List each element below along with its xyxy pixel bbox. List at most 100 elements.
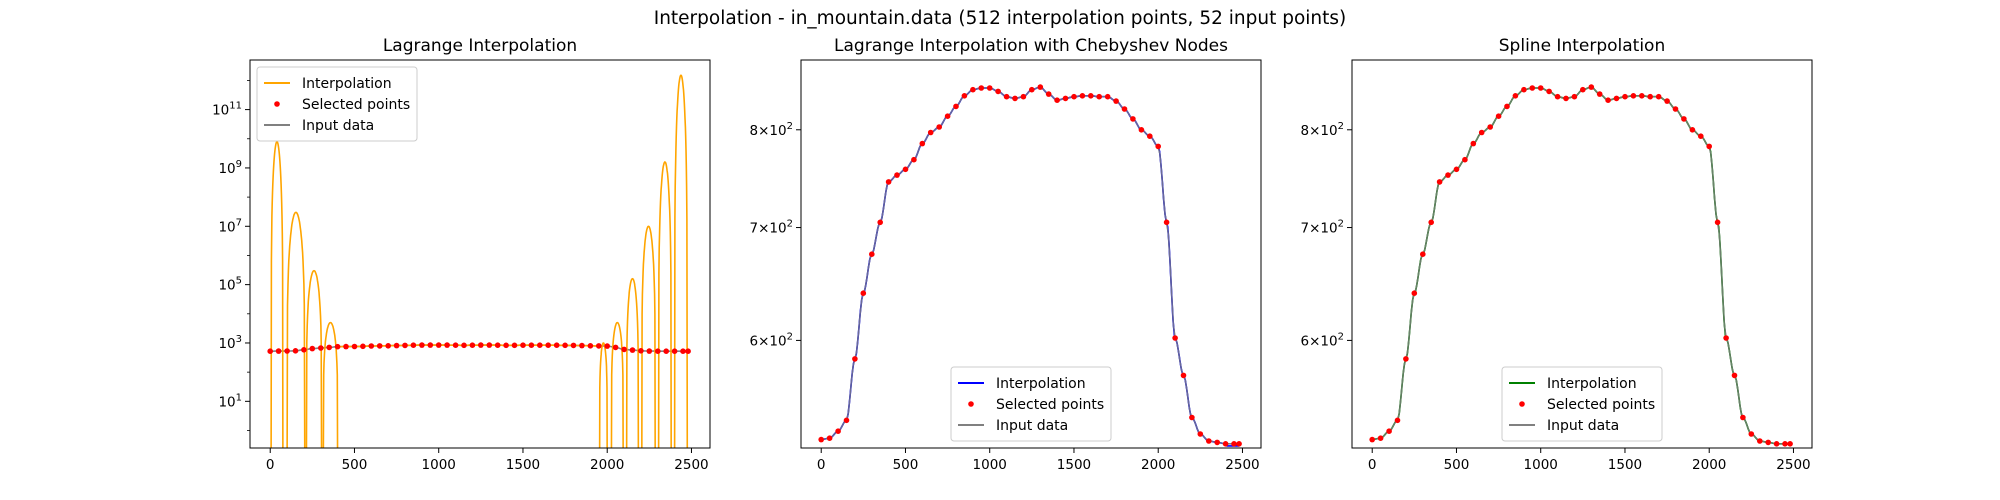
x-tick-label: 500 <box>893 457 919 473</box>
selected-point <box>629 347 636 353</box>
selected-point <box>1180 372 1187 379</box>
selected-point <box>562 342 568 349</box>
selected-point <box>826 435 833 442</box>
selected-point <box>393 342 400 349</box>
selected-point <box>1088 93 1094 99</box>
selected-point <box>452 342 459 349</box>
selected-point <box>343 343 349 350</box>
selected-point <box>1757 438 1763 444</box>
selected-point <box>1222 441 1229 447</box>
selected-point <box>1155 143 1161 150</box>
selected-point <box>1613 95 1620 102</box>
selected-point <box>1037 84 1044 90</box>
selected-point <box>1172 335 1178 341</box>
selected-point <box>1121 106 1128 112</box>
selected-point <box>360 343 366 350</box>
selected-point <box>638 348 644 354</box>
selected-point <box>1197 431 1204 437</box>
selected-point <box>1403 356 1409 362</box>
y-tick-label: 109 <box>218 159 242 177</box>
selected-point <box>936 124 942 130</box>
legend-label: Input data <box>302 118 374 134</box>
legend-label: Interpolation <box>1547 376 1637 392</box>
selected-point <box>843 417 850 424</box>
selected-point <box>860 290 867 297</box>
selected-point <box>1130 116 1136 122</box>
selected-point <box>596 343 602 349</box>
interpolation-lobe <box>322 321 339 448</box>
x-tick-label: 1000 <box>422 457 456 473</box>
legend-label: Selected points <box>1547 397 1655 413</box>
legend-label: Selected points <box>302 97 410 113</box>
x-tick-label: 2500 <box>1225 457 1259 473</box>
x-tick-label: 500 <box>342 457 368 473</box>
axes-3: Spline Interpolation 0 500 1000 1500 2000 2500… <box>1301 36 1813 473</box>
selected-point <box>1138 127 1145 133</box>
y-tick-label: 105 <box>218 276 242 294</box>
selected-point <box>1748 431 1755 437</box>
selected-point <box>927 129 934 136</box>
selected-point <box>1731 372 1738 379</box>
selected-point <box>961 93 968 99</box>
legend-box <box>950 366 1112 442</box>
y-tick-label: 6×102 <box>750 331 793 349</box>
selected-point <box>368 343 375 349</box>
selected-point <box>685 348 691 355</box>
selected-point <box>1714 219 1721 226</box>
selected-point <box>402 342 408 349</box>
legend-marker <box>1519 401 1525 407</box>
selected-point <box>1029 86 1035 93</box>
selected-point <box>1428 219 1434 226</box>
selected-point <box>427 342 434 348</box>
plot-area <box>818 84 1242 447</box>
x-tick-label: 1000 <box>973 457 1007 473</box>
selected-point <box>326 344 333 351</box>
selected-point <box>461 342 467 349</box>
selected-point <box>1436 179 1443 185</box>
y-tick-label: 103 <box>218 334 242 352</box>
selected-point <box>1622 93 1628 100</box>
x-tick-label: 0 <box>817 457 826 473</box>
selected-point <box>1605 97 1611 103</box>
selected-point <box>275 348 282 354</box>
selected-point <box>1706 143 1712 150</box>
selected-point <box>1079 93 1086 99</box>
selected-point <box>292 348 299 354</box>
selected-point <box>970 86 976 93</box>
legend-label: Selected points <box>996 397 1104 413</box>
selected-point <box>885 179 892 185</box>
selected-point <box>1214 439 1220 446</box>
y-tick-label: 107 <box>218 217 242 235</box>
selected-point <box>1655 93 1662 100</box>
x-tick-label: 1000 <box>1524 457 1558 473</box>
selected-point <box>545 342 551 349</box>
selected-point <box>385 343 392 349</box>
selected-point <box>911 156 917 163</box>
selected-point <box>410 342 417 349</box>
selected-point <box>579 342 585 349</box>
interpolation-lobe <box>305 269 323 448</box>
selected-point <box>1020 93 1027 100</box>
selected-point <box>1189 414 1195 421</box>
legend-label: Interpolation <box>996 376 1086 392</box>
y-tick-label: 8×102 <box>1301 121 1344 139</box>
x-tick-label: 1500 <box>1608 457 1642 473</box>
selected-point <box>469 342 476 349</box>
selected-point <box>486 342 493 348</box>
selected-point <box>334 343 341 350</box>
legend-label: Interpolation <box>302 76 392 92</box>
selected-point <box>986 85 993 91</box>
x-tick-label: 2500 <box>1776 457 1810 473</box>
legend-label: Input data <box>1547 418 1619 434</box>
selected-point <box>671 348 678 355</box>
selected-point <box>1580 86 1586 93</box>
selected-point <box>869 251 875 257</box>
y-tick-label: 101 <box>218 392 242 410</box>
selected-point <box>877 219 883 226</box>
axes-1: Lagrange Interpolation 0 500 1000 1500 2000 25… <box>212 36 711 473</box>
selected-point <box>284 348 290 354</box>
selected-point <box>1765 439 1771 446</box>
selected-point <box>1206 438 1212 444</box>
legend-box <box>256 66 418 142</box>
